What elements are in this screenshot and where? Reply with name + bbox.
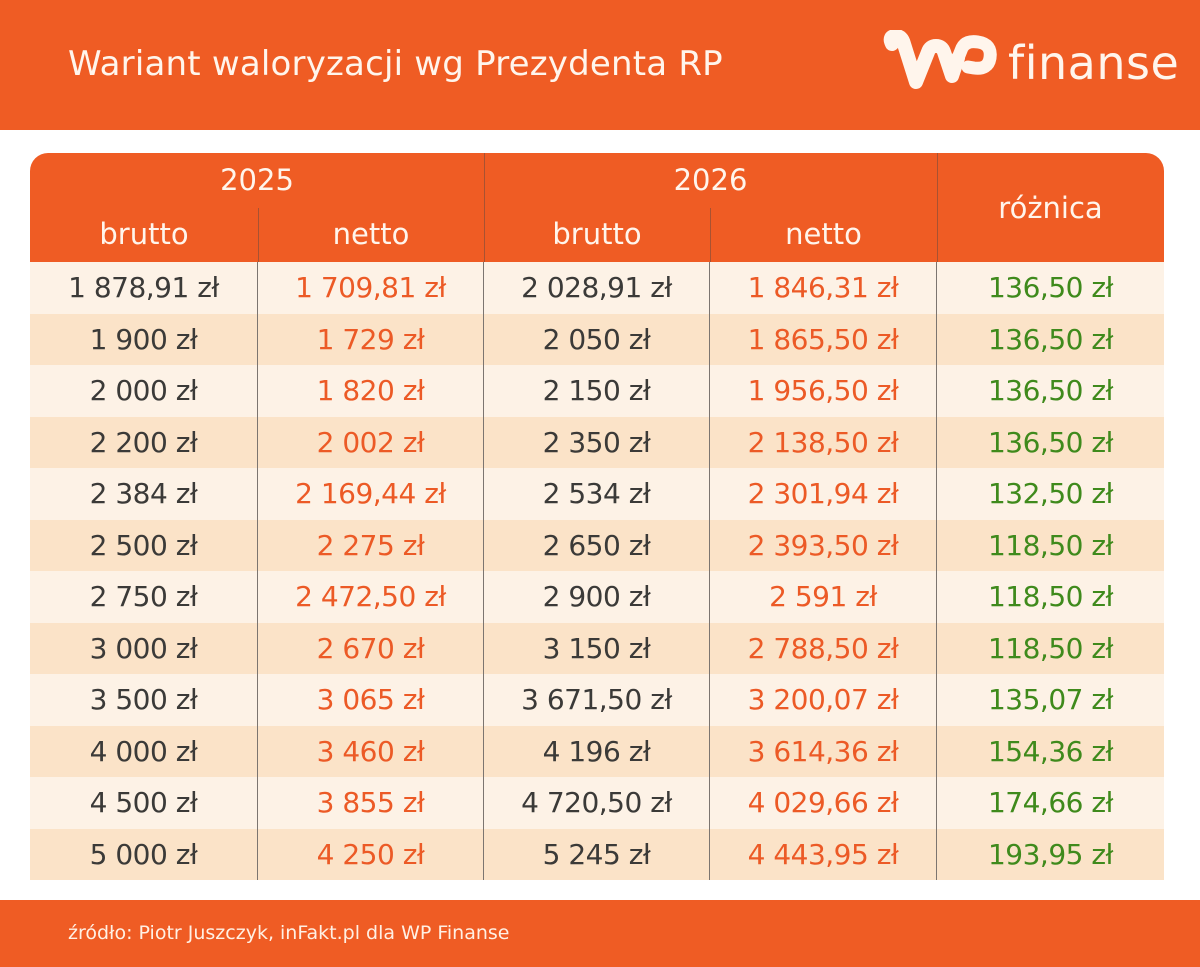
cell-netto-2026: 2 301,94 zł <box>710 468 937 520</box>
header-netto-2026: netto <box>785 217 862 251</box>
cell-netto-2025: 1 820 zł <box>258 365 484 417</box>
header-bar: Wariant waloryzacji wg Prezydenta RP fin… <box>0 0 1200 130</box>
table-row: 5 000 zł 4 250 zł 5 245 zł 4 443,95 zł 1… <box>30 828 1164 880</box>
table-row: 3 500 zł 3 065 zł 3 671,50 zł 3 200,07 z… <box>30 674 1164 726</box>
cell-difference: 132,50 zł <box>987 477 1114 511</box>
cell-netto-2025: 3 855 zł <box>258 777 484 829</box>
divider <box>258 208 259 262</box>
cell-brutto-2025: 1 878,91 zł <box>30 262 258 314</box>
cell-brutto-2026: 4 720,50 zł <box>484 777 710 829</box>
table-row: 1 900 zł 1 729 zł 2 050 zł 1 865,50 zł 1… <box>30 313 1164 365</box>
cell-netto-2025: 2 169,44 zł <box>258 468 484 520</box>
header-year-2025: 2025 <box>220 163 294 197</box>
cell-brutto-2025: 3 500 zł <box>30 674 258 726</box>
cell-netto-2025: 4 250 zł <box>258 828 484 880</box>
header-difference: różnica <box>998 191 1103 225</box>
cell-brutto-2026: 2 900 zł <box>484 571 710 623</box>
divider <box>710 208 711 262</box>
cell-brutto-2025: 2 384 zł <box>30 468 258 520</box>
cell-netto-2025: 2 670 zł <box>258 622 484 674</box>
cell-netto-2026: 4 443,95 zł <box>710 828 937 880</box>
table-row: 2 500 zł 2 275 zł 2 650 zł 2 393,50 zł 1… <box>30 519 1164 571</box>
cell-netto-2026: 2 591 zł <box>710 571 937 623</box>
cell-brutto-2025: 2 750 zł <box>30 571 258 623</box>
cell-netto-2026: 2 788,50 zł <box>710 622 937 674</box>
cell-netto-2025: 3 460 zł <box>258 725 484 777</box>
cell-difference: 154,36 zł <box>987 734 1114 768</box>
cell-brutto-2026: 3 671,50 zł <box>484 674 710 726</box>
table-row: 3 000 zł 2 670 zł 3 150 zł 2 788,50 zł 1… <box>30 622 1164 674</box>
cell-brutto-2025: 4 000 zł <box>30 725 258 777</box>
cell-brutto-2026: 2 534 zł <box>484 468 710 520</box>
cell-netto-2025: 1 709,81 zł <box>258 262 484 314</box>
table-row: 2 750 zł 2 472,50 zł 2 900 zł 2 591 zł 1… <box>30 571 1164 623</box>
cell-netto-2025: 1 729 zł <box>258 313 484 365</box>
cell-brutto-2025: 2 200 zł <box>30 416 258 468</box>
header-year-2026: 2026 <box>673 163 748 197</box>
cell-netto-2026: 1 846,31 zł <box>710 262 937 314</box>
table-row: 1 878,91 zł 1 709,81 zł 2 028,91 zł 1 84… <box>30 262 1164 314</box>
cell-difference: 136,50 zł <box>987 271 1114 305</box>
header-brutto-2025: brutto <box>99 217 189 251</box>
cell-brutto-2025: 2 000 zł <box>30 365 258 417</box>
cell-difference: 118,50 zł <box>987 631 1114 665</box>
cell-difference: 118,50 zł <box>987 580 1114 614</box>
cell-brutto-2026: 2 050 zł <box>484 313 710 365</box>
cell-netto-2026: 3 200,07 zł <box>710 674 937 726</box>
cell-netto-2026: 1 865,50 zł <box>710 313 937 365</box>
logo-text: finanse <box>1008 36 1180 90</box>
cell-netto-2026: 3 614,36 zł <box>710 725 937 777</box>
cell-brutto-2026: 4 196 zł <box>484 725 710 777</box>
cell-netto-2025: 2 275 zł <box>258 519 484 571</box>
cell-netto-2026: 2 138,50 zł <box>710 416 937 468</box>
cell-difference: 136,50 zł <box>987 425 1114 459</box>
cell-brutto-2025: 2 500 zł <box>30 519 258 571</box>
cell-brutto-2025: 3 000 zł <box>30 622 258 674</box>
table-row: 4 000 zł 3 460 zł 4 196 zł 3 614,36 zł 1… <box>30 725 1164 777</box>
pension-table: 2025 2026 brutto netto brutto netto różn… <box>30 153 1164 880</box>
cell-netto-2026: 4 029,66 zł <box>710 777 937 829</box>
cell-brutto-2026: 3 150 zł <box>484 622 710 674</box>
cell-netto-2026: 1 956,50 zł <box>710 365 937 417</box>
divider <box>484 153 485 262</box>
cell-netto-2025: 2 472,50 zł <box>258 571 484 623</box>
cell-brutto-2025: 5 000 zł <box>30 828 258 880</box>
table-header: 2025 2026 brutto netto brutto netto różn… <box>30 153 1164 262</box>
cell-difference: 136,50 zł <box>987 322 1114 356</box>
cell-difference: 118,50 zł <box>987 528 1114 562</box>
table-row: 2 000 zł 1 820 zł 2 150 zł 1 956,50 zł 1… <box>30 365 1164 417</box>
page-title: Wariant waloryzacji wg Prezydenta RP <box>68 44 723 84</box>
table-row: 2 200 zł 2 002 zł 2 350 zł 2 138,50 zł 1… <box>30 416 1164 468</box>
cell-netto-2025: 3 065 zł <box>258 674 484 726</box>
cell-difference: 174,66 zł <box>987 786 1114 820</box>
table-row: 4 500 zł 3 855 zł 4 720,50 zł 4 029,66 z… <box>30 777 1164 829</box>
cell-difference: 136,50 zł <box>987 374 1114 408</box>
cell-brutto-2026: 2 028,91 zł <box>484 262 710 314</box>
cell-brutto-2026: 2 350 zł <box>484 416 710 468</box>
source-note: źródło: Piotr Juszczyk, inFakt.pl dla WP… <box>68 922 510 944</box>
header-brutto-2026: brutto <box>552 217 642 251</box>
table-row: 2 384 zł 2 169,44 zł 2 534 zł 2 301,94 z… <box>30 468 1164 520</box>
cell-netto-2026: 2 393,50 zł <box>710 519 937 571</box>
cell-difference: 193,95 zł <box>987 837 1114 871</box>
cell-brutto-2026: 2 650 zł <box>484 519 710 571</box>
cell-netto-2025: 2 002 zł <box>258 416 484 468</box>
cell-brutto-2026: 5 245 zł <box>484 828 710 880</box>
table-body: 1 878,91 zł 1 709,81 zł 2 028,91 zł 1 84… <box>30 262 1164 880</box>
cell-difference: 135,07 zł <box>987 683 1114 717</box>
divider <box>937 153 938 262</box>
header-netto-2025: netto <box>332 217 410 251</box>
footer-bar: źródło: Piotr Juszczyk, inFakt.pl dla WP… <box>0 900 1200 967</box>
wp-logo-icon <box>883 30 997 89</box>
cell-brutto-2026: 2 150 zł <box>484 365 710 417</box>
cell-brutto-2025: 1 900 zł <box>30 313 258 365</box>
cell-brutto-2025: 4 500 zł <box>30 777 258 829</box>
wp-finanse-logo: finanse <box>882 30 1179 102</box>
